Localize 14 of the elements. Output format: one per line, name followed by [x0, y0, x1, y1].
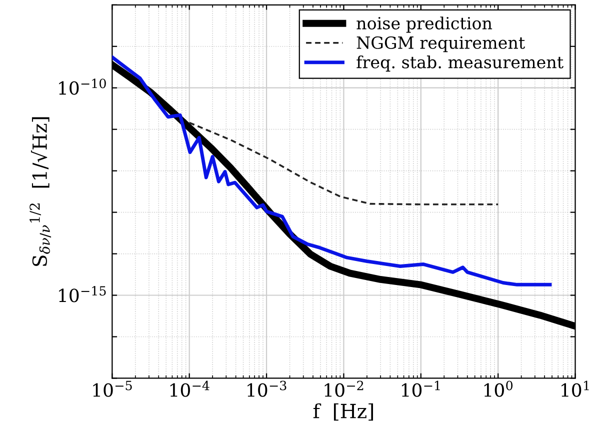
x-tick-label: 10$^{−2}$: [324, 380, 364, 397]
x-tick-label: 10$^{−4}$: [170, 380, 210, 397]
x-tick-label: 10$^{0}$: [484, 380, 513, 397]
legend-label: freq. stab. measurement: [356, 56, 564, 72]
x-axis-title: f [Hz]: [313, 403, 374, 421]
y-tick-label: 10$^{−15}$: [59, 286, 106, 302]
legend-label: NGGM requirement: [356, 36, 525, 52]
x-tick-label: 10$^{1}$: [562, 380, 589, 397]
legend-label: noise prediction: [356, 16, 492, 33]
y-tick-label: 10$^{−10}$: [59, 78, 106, 95]
y-axis-title: S$_{δν/ν}$$^{1/2}$ [1/√Hz]: [30, 117, 52, 266]
x-tick-label: 10$^{−1}$: [402, 380, 440, 397]
x-tick-label: 10$^{−3}$: [248, 380, 286, 397]
x-tick-label: 10$^{−5}$: [93, 380, 132, 397]
